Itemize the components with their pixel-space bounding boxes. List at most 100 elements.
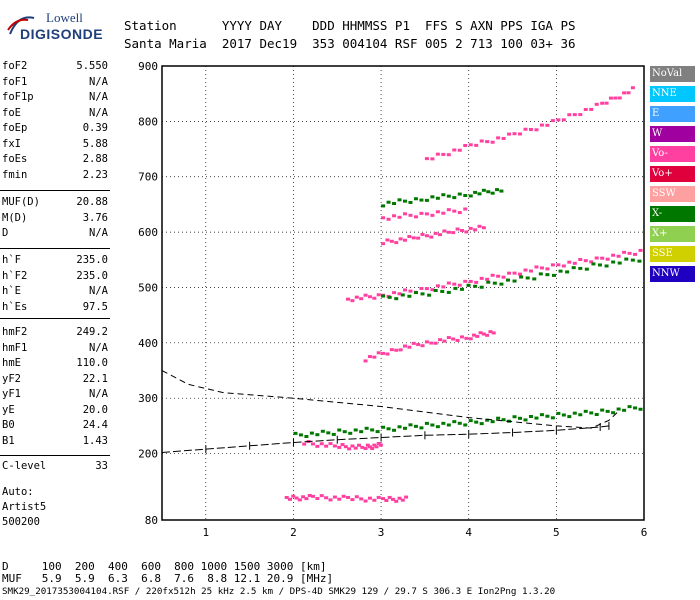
echo-point	[605, 409, 610, 413]
param-value: 5.88	[82, 137, 108, 150]
echo-point	[319, 494, 324, 498]
echo-point	[468, 143, 473, 147]
echo-point	[287, 497, 292, 501]
echo-point	[413, 291, 418, 295]
echo-point	[441, 421, 446, 425]
echo-point	[589, 107, 594, 111]
logo-swirl-icon	[7, 16, 35, 35]
echo-point	[375, 430, 380, 434]
echo-point	[433, 289, 438, 292]
echo-point	[637, 259, 642, 263]
y-tick-label: 600	[138, 226, 158, 239]
echo-point	[556, 411, 561, 415]
echo-point	[534, 416, 539, 420]
echo-point	[411, 341, 416, 345]
echo-point	[561, 413, 566, 417]
echo-point	[435, 210, 440, 214]
echo-point	[485, 277, 490, 281]
echo-point	[403, 344, 407, 348]
echo-point	[459, 335, 464, 339]
echo-point	[477, 224, 482, 228]
echo-point	[567, 113, 572, 117]
echo-point	[622, 408, 627, 412]
echo-point	[424, 287, 429, 291]
echo-point	[463, 207, 468, 211]
param-name: hmF2	[2, 326, 28, 338]
echo-point	[455, 227, 460, 231]
echo-point	[411, 236, 416, 240]
echo-point	[424, 340, 429, 344]
echo-point	[350, 299, 355, 303]
echo-point	[490, 191, 495, 195]
echo-point	[528, 128, 533, 132]
echo-point	[408, 213, 413, 217]
auto-code: 500200	[2, 516, 40, 528]
echo-point	[407, 294, 412, 298]
echo-point	[583, 259, 588, 263]
param-row: B1 1.43	[2, 435, 108, 451]
param-name: hmE	[2, 357, 21, 369]
echo-point	[466, 283, 471, 287]
echo-point	[315, 433, 320, 437]
echo-point	[342, 430, 347, 434]
echo-point	[413, 215, 418, 219]
echo-point	[307, 493, 312, 497]
param-value: 0.39	[82, 122, 108, 134]
echo-point	[392, 428, 397, 432]
echo-point	[565, 270, 570, 274]
echo-point	[600, 408, 605, 412]
echo-point	[376, 293, 381, 297]
panel-separator	[0, 190, 110, 191]
echo-point	[507, 132, 512, 136]
echo-point	[430, 423, 435, 427]
echo-point	[367, 496, 372, 500]
echo-point	[457, 211, 462, 215]
echo-point	[453, 286, 458, 290]
echo-point	[367, 295, 372, 299]
param-row: hmF2 249.2	[2, 326, 108, 342]
echo-point	[306, 440, 311, 444]
echo-point	[578, 266, 583, 270]
echo-point	[459, 228, 464, 232]
echo-point	[424, 212, 429, 216]
echo-point	[381, 242, 386, 246]
param-name: B1	[2, 434, 15, 447]
plot-frame	[161, 65, 645, 521]
echo-point	[488, 330, 493, 334]
echo-point	[457, 283, 462, 287]
echo-point	[463, 194, 468, 198]
echo-point	[578, 257, 583, 261]
param-value: 22.1	[82, 372, 108, 385]
echo-point	[435, 425, 440, 429]
param-row: h`F 235.0	[2, 254, 108, 270]
legend-item: Vo-	[650, 146, 695, 162]
echo-point	[567, 415, 572, 419]
echo-point	[481, 188, 486, 192]
lowell-digisonde-logo: Lowell DIGISONDE	[7, 10, 118, 46]
param-row: foE N/A	[2, 107, 108, 123]
echo-point	[430, 288, 435, 292]
echo-point	[319, 442, 324, 446]
param-name: foF1p	[2, 91, 34, 103]
echo-point	[479, 139, 484, 143]
echo-point	[617, 261, 622, 265]
echo-point	[468, 337, 473, 341]
echo-point	[394, 348, 399, 352]
echo-point	[507, 419, 512, 423]
echo-point	[424, 198, 429, 202]
panel-separator	[0, 455, 110, 456]
param-row: yF1 N/A	[2, 388, 108, 404]
param-row: hmF1 N/A	[2, 342, 108, 358]
echo-point	[624, 257, 629, 261]
echo-point	[501, 418, 506, 422]
echo-point	[367, 445, 372, 449]
param-row: D N/A	[2, 227, 108, 243]
clevel-name: C-level	[2, 460, 47, 472]
echo-point	[472, 333, 477, 337]
echo-point	[479, 276, 484, 280]
echo-point	[302, 442, 307, 446]
echo-point	[594, 413, 599, 417]
echo-point	[633, 252, 638, 256]
echo-point	[485, 333, 490, 337]
param-name: yF1	[2, 388, 21, 400]
